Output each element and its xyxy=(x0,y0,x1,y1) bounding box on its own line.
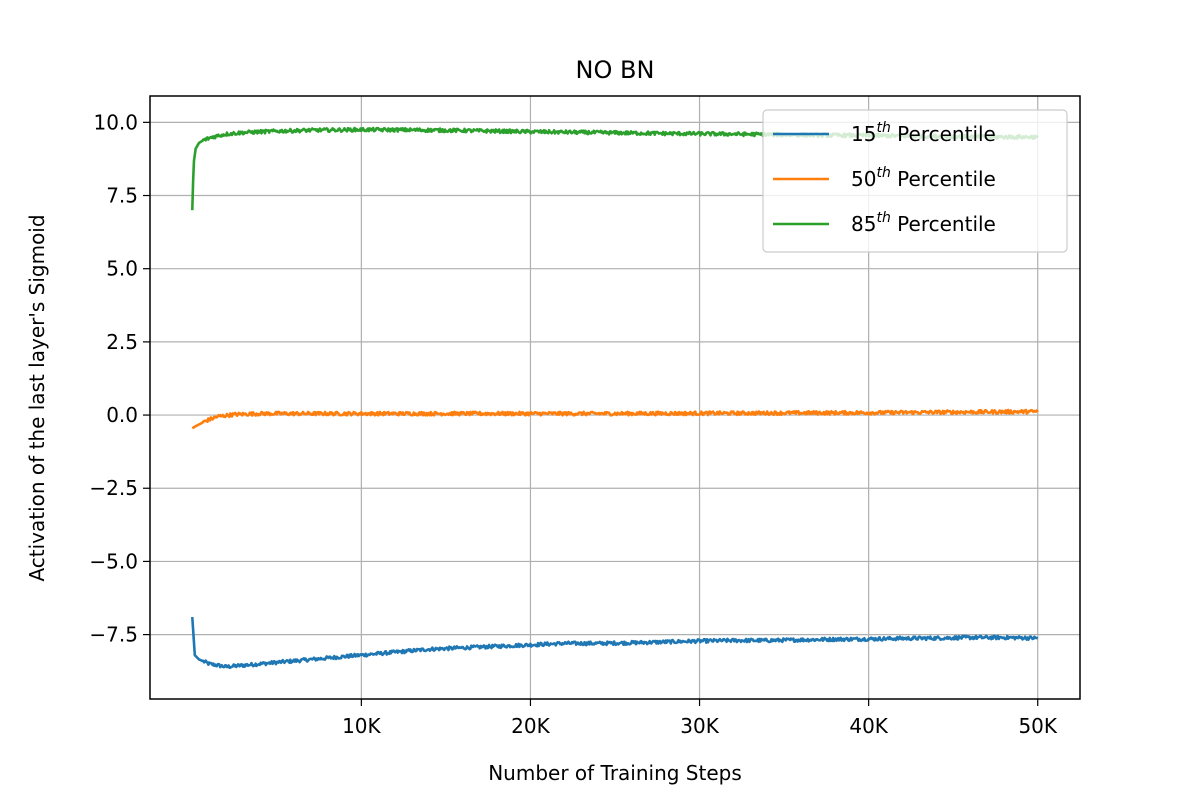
legend-box xyxy=(762,109,1068,253)
x-axis-title: Number of Training Steps xyxy=(488,761,742,785)
x-tick-label: 40K xyxy=(849,714,888,738)
x-tick-label: 20K xyxy=(511,714,550,738)
legend: 15th Percentile 50th Percentile 85th Perce… xyxy=(762,109,1068,253)
y-tick-label: 0.0 xyxy=(106,403,138,427)
y-tick-label: −7.5 xyxy=(89,623,138,647)
y-tick-label: 7.5 xyxy=(106,184,138,208)
x-tick-label: 30K xyxy=(680,714,719,738)
x-tick-label: 10K xyxy=(342,714,381,738)
legend-entry: 85th Percentile xyxy=(851,210,996,236)
series-line-50th-percentile xyxy=(191,408,1039,430)
legend-entry: 15th Percentile xyxy=(851,120,996,146)
y-tick-label: −2.5 xyxy=(89,476,138,500)
y-tick-label: 5.0 xyxy=(106,257,138,281)
chart-title: NO BN xyxy=(576,56,655,84)
y-tick-label: −5.0 xyxy=(89,549,138,573)
series-line-15th-percentile xyxy=(190,616,1039,669)
y-tick-label: 2.5 xyxy=(106,330,138,354)
y-axis-title: Activation of the last layer's Sigmoid xyxy=(25,214,49,581)
legend-entry: 50th Percentile xyxy=(851,165,996,191)
x-tick-label: 50K xyxy=(1018,714,1057,738)
axis-ticks: 10K 20K 30K 40K 50K 10.0 7.5 5.0 2.5 0.0 −2.5 −5.0 −… xyxy=(89,110,1057,738)
y-tick-label: 10.0 xyxy=(93,110,138,134)
plot-frame xyxy=(149,95,1081,700)
